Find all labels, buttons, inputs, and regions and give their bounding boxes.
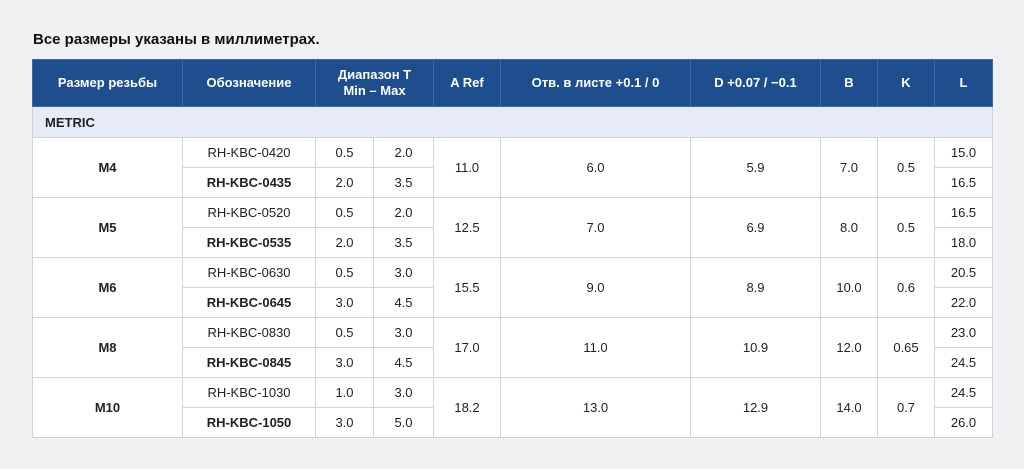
d-cell: 5.9 (690, 137, 821, 198)
t-min-cell: 3.0 (315, 347, 374, 378)
header-thread: Размер резьбы (32, 59, 183, 107)
k-cell: 0.5 (877, 197, 935, 258)
header-designation: Обозначение (182, 59, 316, 107)
table-row: M10 RH-KBC-1030 1.0 3.0 18.2 13.0 12.9 1… (32, 377, 993, 438)
t-max-cell: 3.0 (373, 377, 434, 408)
l-cell: 24.5 (934, 347, 993, 378)
designation-cell: RH-KBC-0420 (182, 137, 316, 168)
designation-cell: RH-KBC-0830 (182, 317, 316, 348)
header-range-t-line1: Диапазон T (337, 67, 412, 82)
t-min-cell: 0.5 (315, 137, 374, 168)
table-row: RH-KBC-0435 2.0 3.5 16.5 (33, 167, 993, 198)
thread-cell: M6 (32, 257, 183, 318)
b-cell: 12.0 (820, 317, 878, 378)
designation-cell: RH-KBC-0645 (182, 287, 316, 318)
b-cell: 8.0 (820, 197, 878, 258)
designation-cell: RH-KBC-0535 (182, 227, 316, 258)
header-hole: Отв. в листе +0.1 / 0 (500, 59, 691, 107)
l-cell: 16.5 (934, 167, 993, 198)
table-row: RH-KBC-0645 3.0 4.5 22.0 (33, 287, 993, 318)
designation-cell: RH-KBC-0845 (182, 347, 316, 378)
a-ref-cell: 12.5 (433, 197, 501, 258)
table-row: RH-KBC-0535 2.0 3.5 18.0 (33, 227, 993, 258)
a-ref-cell: 11.0 (433, 137, 501, 198)
header-l: L (934, 59, 993, 107)
d-cell: 8.9 (690, 257, 821, 318)
k-cell: 0.6 (877, 257, 935, 318)
l-cell: 23.0 (934, 317, 993, 348)
k-cell: 0.65 (877, 317, 935, 378)
a-ref-cell: 17.0 (433, 317, 501, 378)
b-cell: 7.0 (820, 137, 878, 198)
t-min-cell: 2.0 (315, 227, 374, 258)
l-cell: 15.0 (934, 137, 993, 168)
table-row: M4 RH-KBC-0420 0.5 2.0 11.0 6.0 5.9 7.0 … (32, 137, 993, 198)
t-max-cell: 4.5 (373, 347, 434, 378)
header-range-t-line2: Min – Max (343, 83, 406, 98)
hole-cell: 9.0 (500, 257, 691, 318)
t-max-cell: 2.0 (373, 197, 434, 228)
section-row: METRIC (32, 106, 993, 138)
t-min-cell: 3.0 (315, 407, 374, 438)
d-cell: 6.9 (690, 197, 821, 258)
t-max-cell: 3.0 (373, 257, 434, 288)
hole-cell: 7.0 (500, 197, 691, 258)
t-max-cell: 3.5 (373, 227, 434, 258)
table-row: M8 RH-KBC-0830 0.5 3.0 17.0 11.0 10.9 12… (32, 317, 993, 378)
designation-cell: RH-KBC-0435 (182, 167, 316, 198)
designation-cell: RH-KBC-1030 (182, 377, 316, 408)
table-row: M6 RH-KBC-0630 0.5 3.0 15.5 9.0 8.9 10.0… (32, 257, 993, 318)
table-row: M5 RH-KBC-0520 0.5 2.0 12.5 7.0 6.9 8.0 … (32, 197, 993, 258)
l-cell: 22.0 (934, 287, 993, 318)
hole-cell: 11.0 (500, 317, 691, 378)
l-cell: 20.5 (934, 257, 993, 288)
b-cell: 14.0 (820, 377, 878, 438)
designation-cell: RH-KBC-1050 (182, 407, 316, 438)
hole-cell: 6.0 (500, 137, 691, 198)
section-label: METRIC (32, 106, 993, 138)
l-cell: 26.0 (934, 407, 993, 438)
b-cell: 10.0 (820, 257, 878, 318)
a-ref-cell: 15.5 (433, 257, 501, 318)
header-b: B (820, 59, 878, 107)
d-cell: 10.9 (690, 317, 821, 378)
designation-cell: RH-KBC-0630 (182, 257, 316, 288)
t-min-cell: 2.0 (315, 167, 374, 198)
thread-cell: M4 (32, 137, 183, 198)
l-cell: 18.0 (934, 227, 993, 258)
t-min-cell: 0.5 (315, 317, 374, 348)
header-k: K (877, 59, 935, 107)
header-range-t: Диапазон T Min – Max (315, 59, 434, 107)
l-cell: 16.5 (934, 197, 993, 228)
t-min-cell: 1.0 (315, 377, 374, 408)
header-a-ref: A Ref (433, 59, 501, 107)
l-cell: 24.5 (934, 377, 993, 408)
thread-cell: M5 (32, 197, 183, 258)
table-header-row: Размер резьбы Обозначение Диапазон T Min… (32, 59, 993, 107)
t-max-cell: 5.0 (373, 407, 434, 438)
hole-cell: 13.0 (500, 377, 691, 438)
k-cell: 0.7 (877, 377, 935, 438)
table-row: RH-KBC-0845 3.0 4.5 24.5 (33, 347, 993, 378)
header-d: D +0.07 / −0.1 (690, 59, 821, 107)
designation-cell: RH-KBC-0520 (182, 197, 316, 228)
k-cell: 0.5 (877, 137, 935, 198)
t-max-cell: 2.0 (373, 137, 434, 168)
page-caption: Все размеры указаны в миллиметрах. (33, 31, 320, 48)
thread-cell: M10 (32, 377, 183, 438)
t-max-cell: 4.5 (373, 287, 434, 318)
t-max-cell: 3.5 (373, 167, 434, 198)
d-cell: 12.9 (690, 377, 821, 438)
t-min-cell: 0.5 (315, 257, 374, 288)
a-ref-cell: 18.2 (433, 377, 501, 438)
thread-cell: M8 (32, 317, 183, 378)
t-max-cell: 3.0 (373, 317, 434, 348)
t-min-cell: 0.5 (315, 197, 374, 228)
t-min-cell: 3.0 (315, 287, 374, 318)
table-row: RH-KBC-1050 3.0 5.0 26.0 (33, 407, 993, 438)
dimensions-table: Размер резьбы Обозначение Диапазон T Min… (32, 59, 993, 438)
